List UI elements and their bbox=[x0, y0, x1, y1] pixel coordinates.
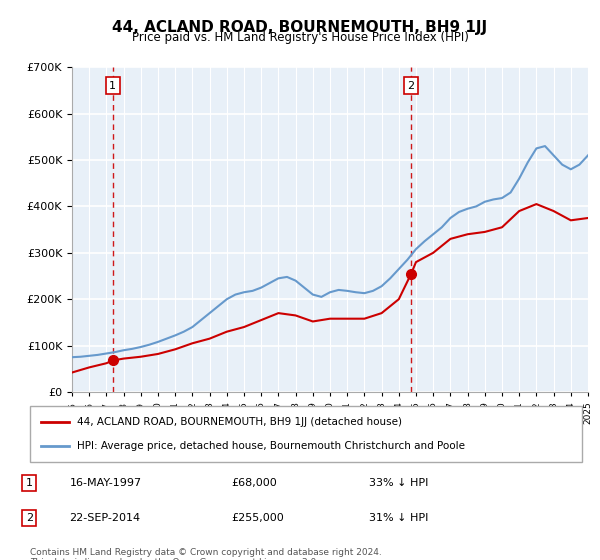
Text: Price paid vs. HM Land Registry's House Price Index (HPI): Price paid vs. HM Land Registry's House … bbox=[131, 31, 469, 44]
Text: 44, ACLAND ROAD, BOURNEMOUTH, BH9 1JJ: 44, ACLAND ROAD, BOURNEMOUTH, BH9 1JJ bbox=[112, 20, 488, 35]
Text: 1: 1 bbox=[26, 478, 33, 488]
Text: 1: 1 bbox=[109, 81, 116, 91]
Text: HPI: Average price, detached house, Bournemouth Christchurch and Poole: HPI: Average price, detached house, Bour… bbox=[77, 441, 465, 451]
Text: £68,000: £68,000 bbox=[231, 478, 277, 488]
Text: 16-MAY-1997: 16-MAY-1997 bbox=[70, 478, 142, 488]
Text: 22-SEP-2014: 22-SEP-2014 bbox=[70, 513, 141, 523]
Text: Contains HM Land Registry data © Crown copyright and database right 2024.
This d: Contains HM Land Registry data © Crown c… bbox=[30, 548, 382, 560]
Text: 44, ACLAND ROAD, BOURNEMOUTH, BH9 1JJ (detached house): 44, ACLAND ROAD, BOURNEMOUTH, BH9 1JJ (d… bbox=[77, 417, 402, 427]
Text: 31% ↓ HPI: 31% ↓ HPI bbox=[369, 513, 428, 523]
Text: 2: 2 bbox=[26, 513, 33, 523]
Text: 2: 2 bbox=[407, 81, 415, 91]
Text: 33% ↓ HPI: 33% ↓ HPI bbox=[369, 478, 428, 488]
Text: £255,000: £255,000 bbox=[231, 513, 284, 523]
FancyBboxPatch shape bbox=[30, 406, 582, 462]
